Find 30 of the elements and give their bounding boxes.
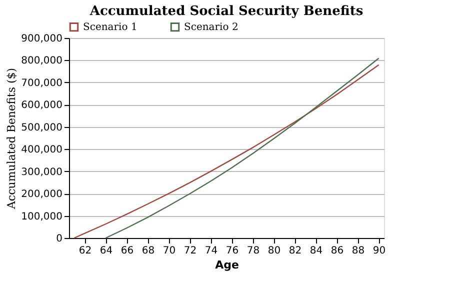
legend-label: Scenario 1 (83, 22, 138, 34)
chart-title: Accumulated Social Security Benefits (88, 4, 364, 19)
x-tick-label: 86 (330, 246, 344, 256)
x-tick-label: 82 (288, 246, 302, 256)
y-tick-label: 300,000 (21, 166, 62, 178)
x-tick-label: 68 (142, 246, 155, 256)
x-tick-label: 84 (310, 246, 323, 256)
y-tick-label: 700,000 (21, 78, 62, 89)
x-axis-title: Age (215, 258, 239, 272)
x-tick-label: 78 (246, 246, 260, 256)
legend-label: Scenario 2 (184, 22, 238, 34)
y-tick-label: 800,000 (21, 56, 62, 67)
y-tick-label: 500,000 (21, 122, 62, 134)
y-tick-label: 900,000 (21, 34, 62, 44)
y-axis-title: Accumulated Benefits ($) (5, 68, 18, 210)
x-tick-label: 64 (100, 246, 113, 256)
x-tick-label: 70 (162, 246, 176, 256)
x-tick-label: 66 (120, 246, 134, 256)
x-tick-label: 74 (204, 246, 218, 256)
x-tick-label: 80 (268, 246, 281, 256)
y-tick-label: 400,000 (21, 144, 62, 156)
y-tick-label: 0 (56, 234, 62, 244)
x-tick-label: 76 (226, 246, 239, 256)
x-tick-label: 90 (372, 246, 386, 256)
x-tick-label: 72 (184, 246, 197, 256)
x-tick-label: 88 (352, 246, 365, 256)
x-tick-label: 62 (78, 246, 92, 256)
y-tick-label: 200,000 (21, 189, 62, 200)
y-tick-label: 600,000 (21, 100, 62, 112)
y-tick-label: 100,000 (21, 211, 62, 222)
